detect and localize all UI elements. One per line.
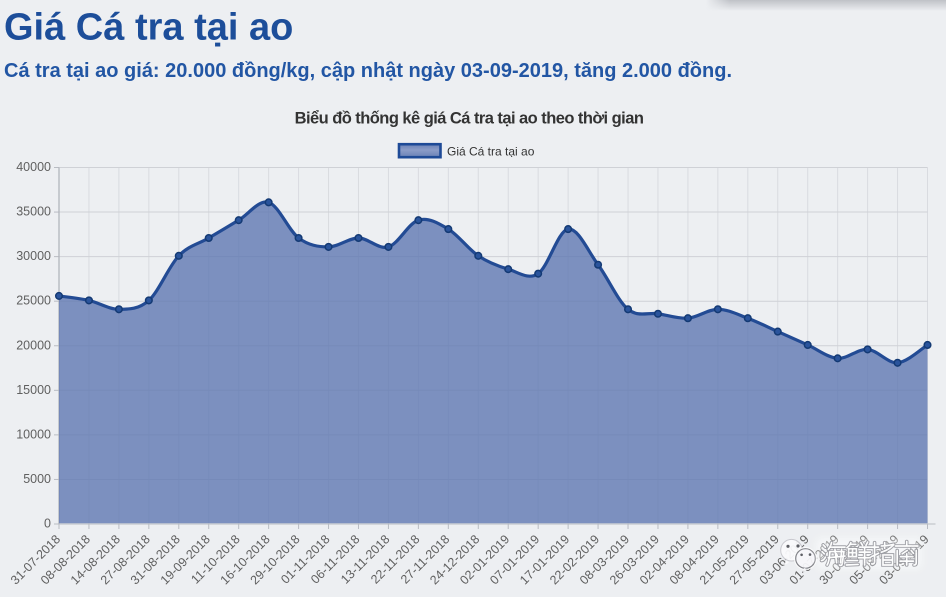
svg-text:Giá Cá tra tại ao: Giá Cá tra tại ao (447, 145, 535, 159)
svg-text:25000: 25000 (16, 294, 51, 308)
svg-text:35000: 35000 (16, 205, 51, 219)
svg-text:20000: 20000 (16, 338, 51, 352)
svg-text:15000: 15000 (16, 383, 51, 397)
svg-text:0: 0 (44, 517, 51, 531)
svg-text:30000: 30000 (16, 249, 51, 263)
svg-text:5000: 5000 (23, 472, 51, 486)
svg-text:Giá Cá tra tại ao: Giá Cá tra tại ao (4, 7, 293, 49)
svg-text:10000: 10000 (16, 427, 51, 441)
svg-text:Cá tra tại ao giá: 20.000 đồng: Cá tra tại ao giá: 20.000 đồng/kg, cập n… (4, 60, 732, 82)
svg-text:Biểu đồ thống kê giá Cá tra tạ: Biểu đồ thống kê giá Cá tra tại ao theo … (295, 110, 644, 128)
svg-text:40000: 40000 (16, 160, 51, 174)
